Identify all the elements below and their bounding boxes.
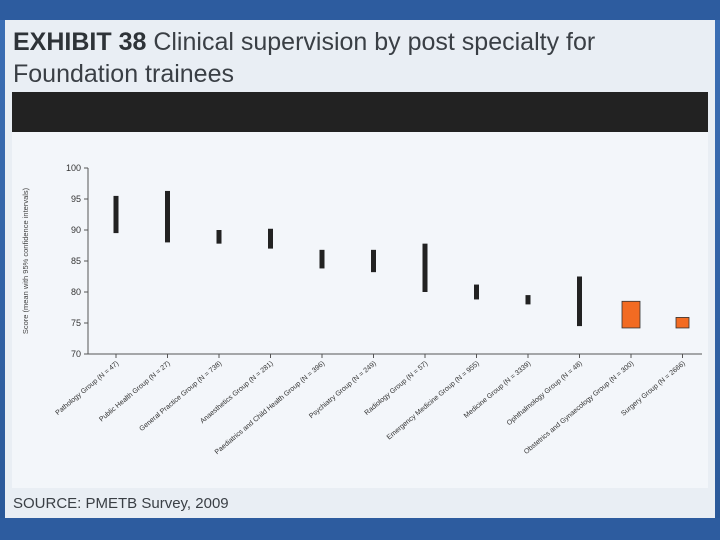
ci-bar <box>422 243 428 292</box>
y-tick-label: 85 <box>71 256 81 266</box>
source-note: SOURCE: PMETB Survey, 2009 <box>13 495 229 512</box>
x-category-label: Emergency Medicine Group (N = 955) <box>386 360 481 441</box>
exhibit-title-text: Clinical supervision by post specialty f… <box>13 28 596 88</box>
range-chart: 70 75 80 85 90 95 100 Score (mean with 95% conf… <box>21 163 702 456</box>
x-category-label: Obstetrics and Gynaecology Group (N = 30… <box>523 360 635 456</box>
x-category-label: General Practice Group (N = 738) <box>138 360 223 433</box>
header-band <box>12 92 708 132</box>
ci-bar <box>216 230 222 244</box>
y-tick-label: 80 <box>71 287 81 297</box>
plot-area: 70 75 80 85 90 95 100 Score (mean with 95% conf… <box>12 132 708 488</box>
exhibit-title: EXHIBIT 38 Clinical supervision by post … <box>13 26 703 90</box>
x-category-label: Paediatrics and Child Health Group (N = … <box>214 360 327 456</box>
exhibit-number: EXHIBIT 38 <box>13 28 147 56</box>
ci-bar <box>165 190 170 243</box>
ci-bar-highlight <box>621 300 641 329</box>
ci-bar <box>371 249 376 273</box>
ci-bar <box>474 284 479 300</box>
y-tick-label: 100 <box>66 163 81 173</box>
y-tick-label: 95 <box>71 194 81 204</box>
ci-bar <box>577 276 582 327</box>
y-tick-label: 75 <box>71 318 81 328</box>
ci-bar <box>113 195 119 234</box>
ci-bar-highlight <box>675 317 690 329</box>
y-tick-label: 70 <box>71 349 81 359</box>
y-axis-title: Score (mean with 95% confidence interval… <box>21 187 30 334</box>
exhibit-page: EXHIBIT 38 Clinical supervision by post … <box>5 20 715 518</box>
bottom-bar <box>0 518 720 540</box>
top-bar <box>0 0 720 20</box>
y-tick-label: 90 <box>71 225 81 235</box>
ci-bar <box>319 249 325 269</box>
ci-bar <box>268 228 273 249</box>
ci-bar <box>525 295 531 305</box>
